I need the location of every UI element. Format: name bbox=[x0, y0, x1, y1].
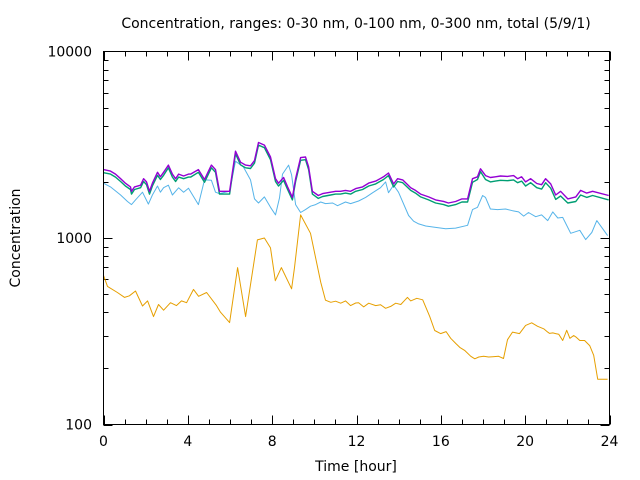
series-line-0-100-nm bbox=[103, 160, 609, 241]
series-line-0-30-nm bbox=[103, 214, 608, 380]
y-tick-label: 10000 bbox=[47, 45, 92, 61]
tick-labels: 0 4 8 12 16 20 24 100 1000 10000 bbox=[47, 45, 618, 451]
series-layer bbox=[103, 141, 609, 380]
x-tick-label: 8 bbox=[268, 434, 277, 450]
x-tick-label: 4 bbox=[183, 434, 192, 450]
x-axis-label: Time [hour] bbox=[314, 459, 397, 475]
y-tick-label: 1000 bbox=[56, 231, 92, 247]
chart-title: Concentration, ranges: 0-30 nm, 0-100 nm… bbox=[121, 16, 590, 32]
x-tick-label: 24 bbox=[601, 434, 619, 450]
y-tick-label: 100 bbox=[65, 418, 92, 434]
x-tick-label: 16 bbox=[432, 434, 450, 450]
series-line-0-300-nm bbox=[103, 144, 609, 207]
axis-ticks bbox=[103, 51, 611, 426]
x-tick-label: 12 bbox=[348, 434, 366, 450]
y-axis-label: Concentration bbox=[8, 188, 24, 287]
series-line-total bbox=[103, 141, 609, 204]
x-tick-label: 0 bbox=[99, 434, 108, 450]
plot-frame bbox=[103, 51, 610, 425]
x-tick-label: 20 bbox=[516, 434, 534, 450]
